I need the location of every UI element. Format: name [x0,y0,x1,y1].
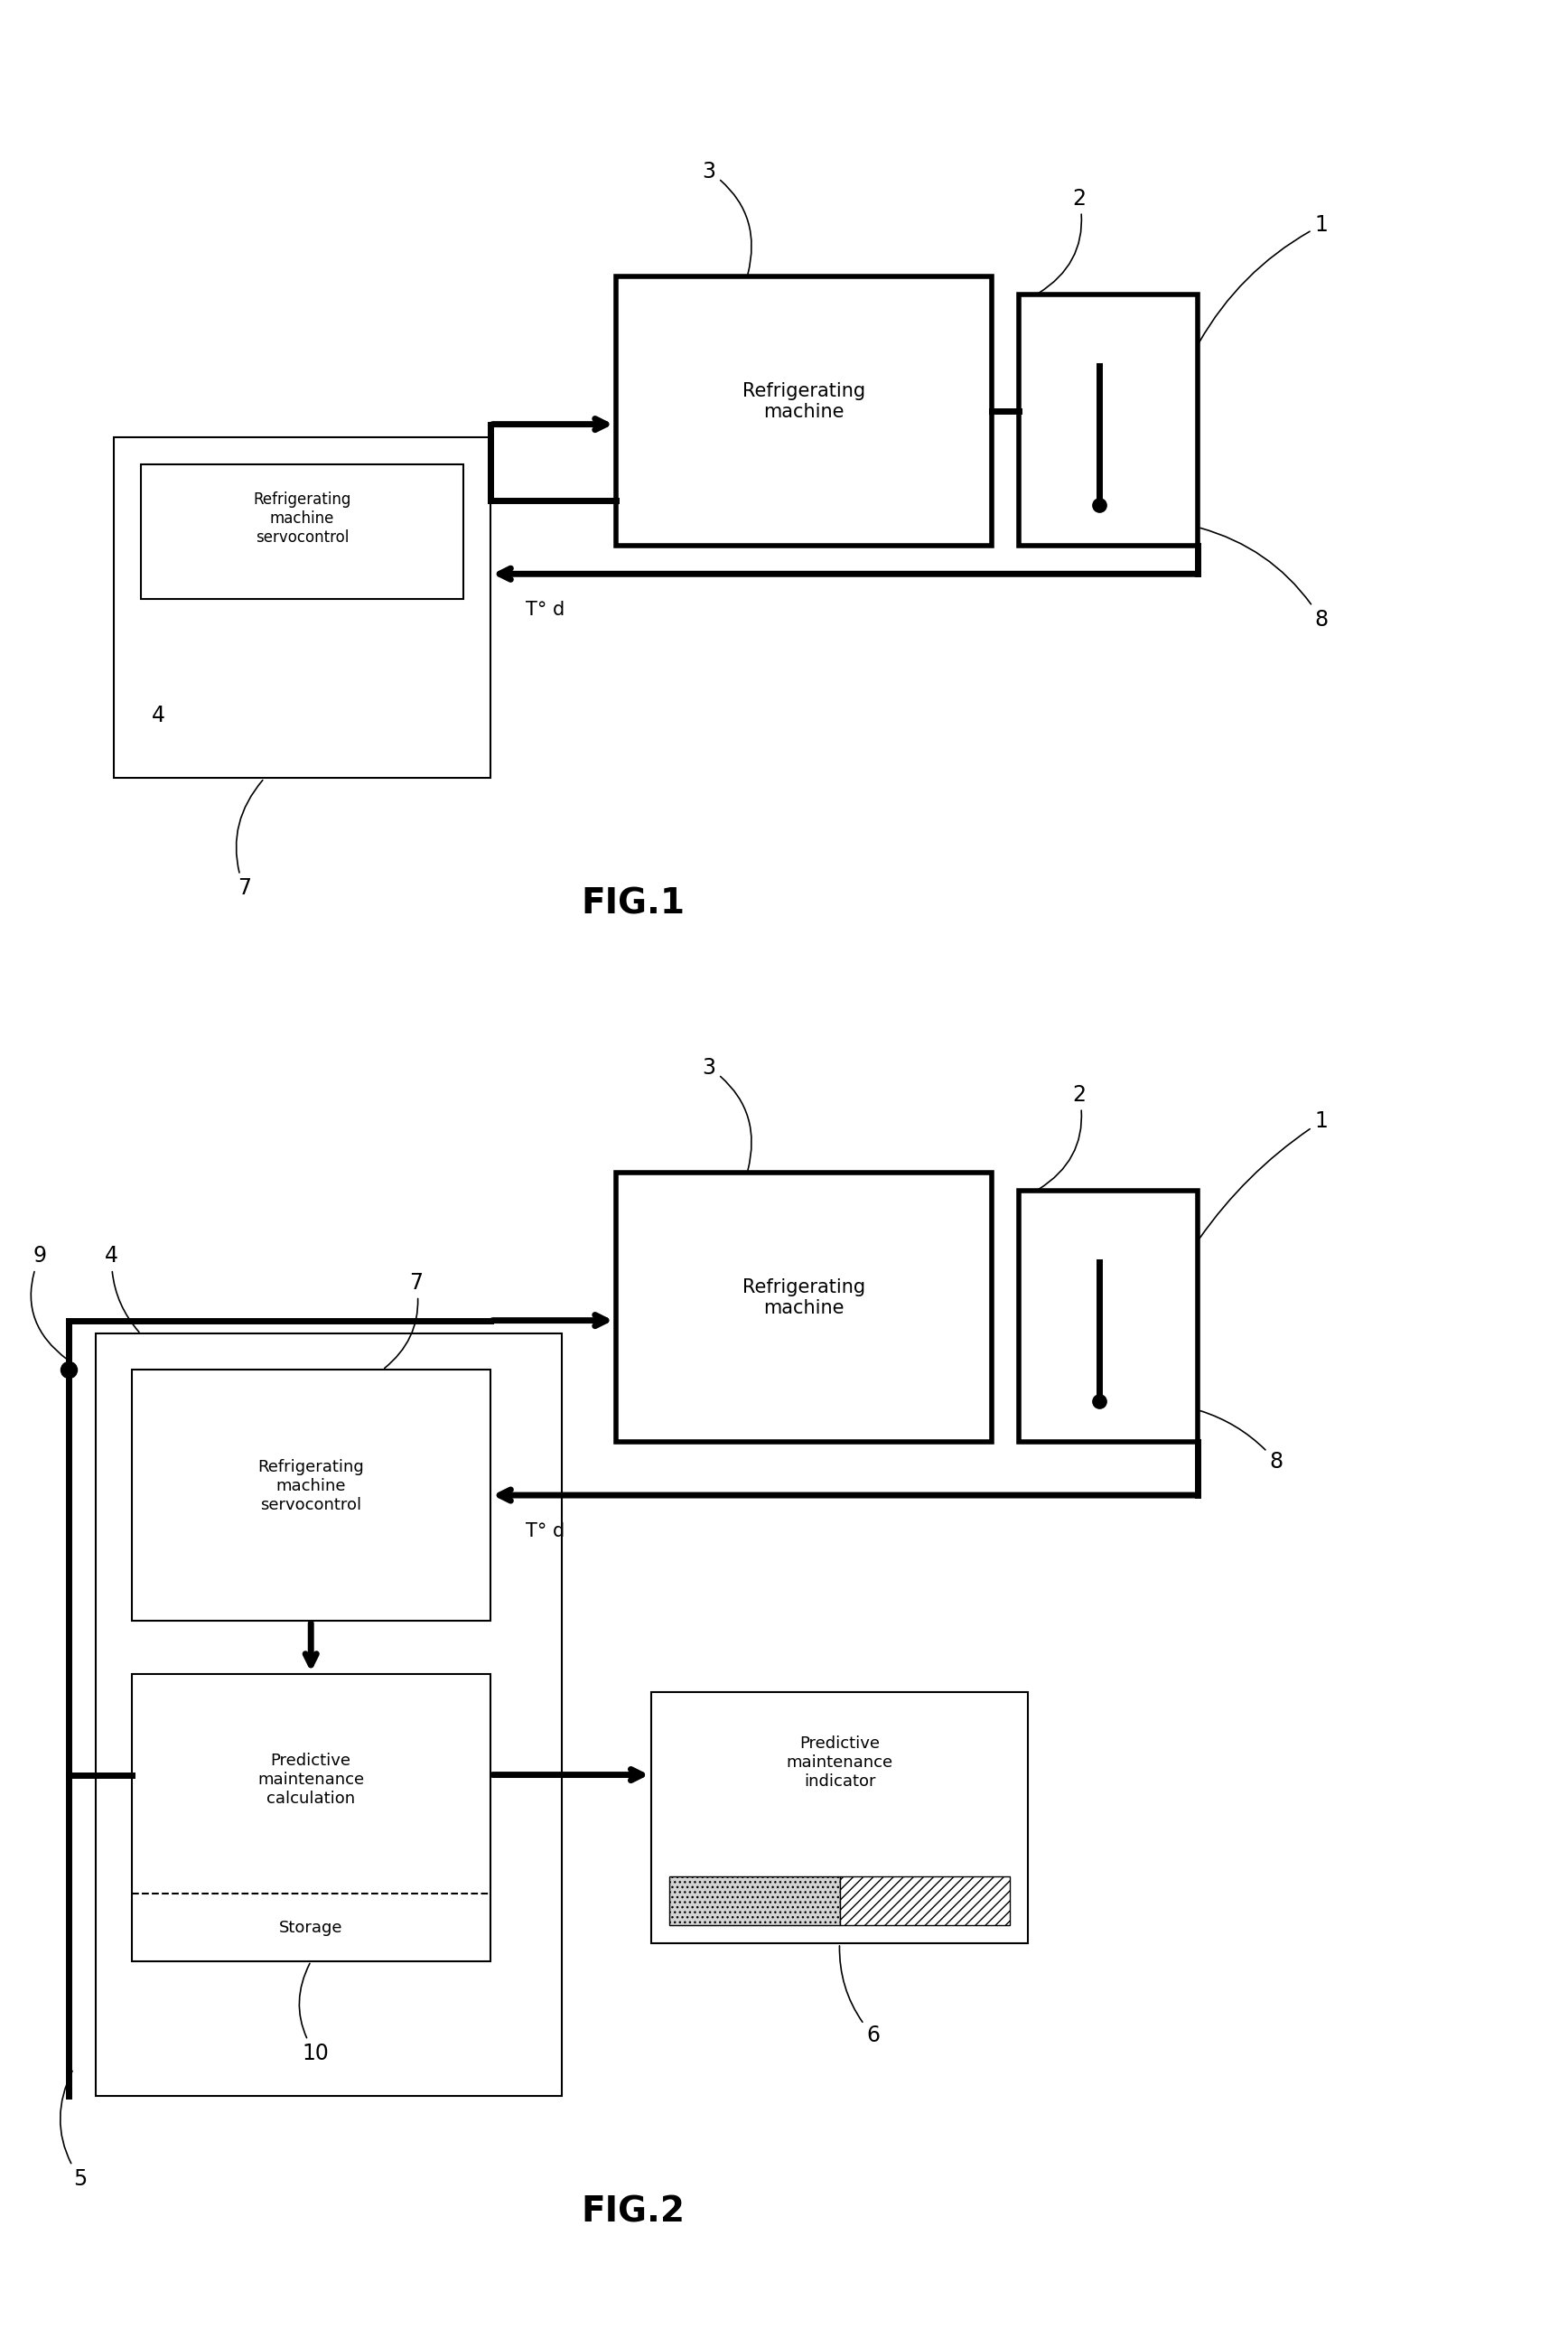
Text: 10: 10 [299,1963,329,2063]
Bar [1019,293,1198,545]
Bar [616,1171,993,1442]
Bar [616,277,993,545]
Text: 2: 2 [1040,189,1087,293]
Text: 6: 6 [839,1945,880,2047]
Text: Refrigerating
machine: Refrigerating machine [742,1279,866,1318]
Text: T° d: T° d [525,601,564,620]
Text: Refrigerating
machine
servocontrol: Refrigerating machine servocontrol [257,1460,364,1514]
Text: 4: 4 [105,1246,140,1332]
Bar [141,463,463,599]
Bar [132,1369,491,1621]
Text: 1: 1 [1200,214,1328,342]
Bar [670,1877,839,1926]
Text: 9: 9 [31,1246,67,1360]
Text: Refrigerating
machine
servocontrol: Refrigerating machine servocontrol [252,491,351,545]
Bar [839,1877,1010,1926]
Text: 4: 4 [152,706,165,727]
Text: FIG.2: FIG.2 [582,2194,685,2229]
Text: 2: 2 [1040,1083,1087,1190]
Bar [96,1335,561,2096]
Text: 7: 7 [384,1272,423,1367]
Text: Predictive
maintenance
indicator: Predictive maintenance indicator [786,1735,892,1789]
Text: FIG.1: FIG.1 [582,887,685,920]
Text: T° d: T° d [525,1523,564,1539]
Text: Refrigerating
machine: Refrigerating machine [742,382,866,422]
Text: 1: 1 [1200,1111,1328,1239]
Bar [651,1693,1027,1942]
Text: Predictive
maintenance
calculation: Predictive maintenance calculation [257,1754,364,1807]
Bar [132,1675,491,1961]
Bar [1019,1190,1198,1442]
Bar [114,438,491,778]
Text: 7: 7 [237,780,263,899]
Text: 5: 5 [60,2070,88,2189]
Text: 3: 3 [702,1057,751,1169]
Text: 8: 8 [1201,1411,1283,1472]
Text: Storage: Storage [279,1919,343,1935]
Text: 8: 8 [1201,529,1328,631]
Text: 3: 3 [702,161,751,275]
